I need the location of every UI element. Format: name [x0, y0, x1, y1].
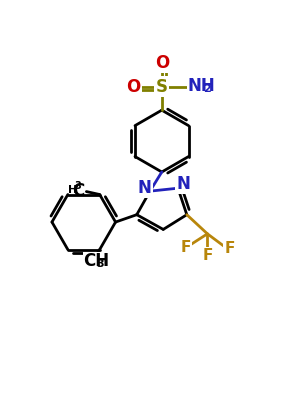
Text: N: N	[138, 179, 152, 197]
Text: O: O	[155, 54, 169, 72]
Text: 3: 3	[96, 259, 104, 269]
Text: H: H	[68, 185, 78, 195]
Text: N: N	[176, 175, 190, 193]
Text: C: C	[72, 182, 85, 200]
Text: 2: 2	[203, 84, 211, 94]
Text: NH: NH	[188, 77, 215, 95]
Text: S: S	[156, 77, 168, 96]
Text: F: F	[224, 241, 235, 256]
Text: O: O	[126, 77, 140, 96]
Text: F: F	[180, 239, 190, 254]
Text: F: F	[202, 249, 213, 264]
Text: 3: 3	[75, 181, 81, 191]
Text: CH: CH	[83, 252, 110, 270]
